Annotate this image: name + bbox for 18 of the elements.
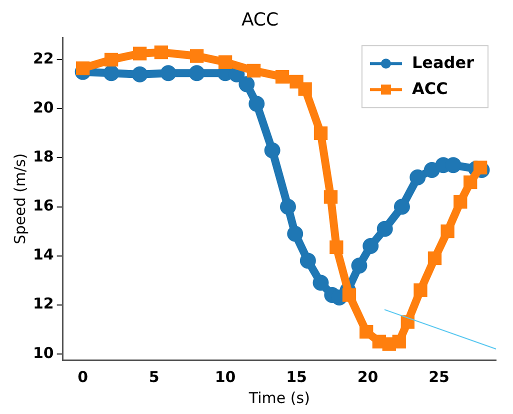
x-tick-label: 15 <box>286 368 307 386</box>
x-tick-label: 20 <box>357 368 378 386</box>
y-tick-label: 14 <box>33 246 54 264</box>
y-axis-title: Speed (m/s) <box>10 153 29 244</box>
y-tick-label: 18 <box>33 148 54 166</box>
x-tick-label: 5 <box>148 368 160 386</box>
x-tick-label: 10 <box>214 368 236 386</box>
chart-title: ACC <box>241 9 279 30</box>
y-tick-label: 12 <box>33 294 54 313</box>
y-tick-label: 20 <box>33 98 54 117</box>
y-tick-label: 10 <box>33 344 54 362</box>
x-axis-title: Time (s) <box>248 388 310 407</box>
legend-label: ACC <box>412 78 448 98</box>
x-tick-label: 0 <box>78 368 88 386</box>
legend-label: Leader <box>412 52 474 72</box>
y-tick-label: 16 <box>33 196 54 215</box>
y-tick-label: 22 <box>33 50 54 68</box>
x-tick-label: 25 <box>428 368 450 386</box>
